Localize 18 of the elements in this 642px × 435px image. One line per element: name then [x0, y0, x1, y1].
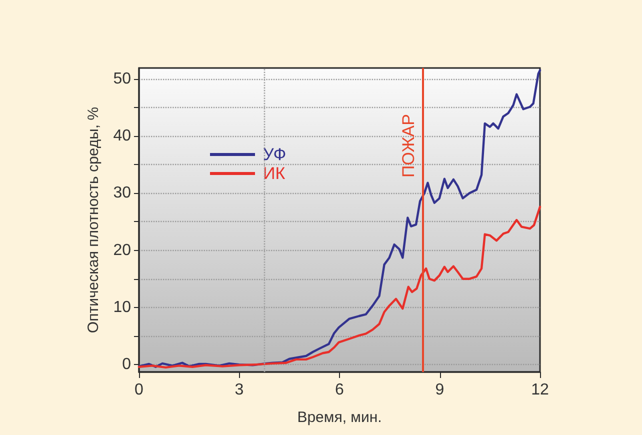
x-tick-label: 0 — [134, 382, 144, 398]
legend-label: ИК — [263, 164, 286, 183]
line-series — [138, 69, 542, 368]
y-axis-title: Оптическая плотность среды, % — [85, 106, 102, 334]
y-tick-label: 0 — [122, 356, 132, 374]
y-tick-label: 30 — [113, 184, 132, 202]
y-tick-label: 10 — [113, 298, 132, 316]
legend-label: УФ — [263, 145, 286, 164]
y-tick-label: 20 — [113, 242, 132, 259]
x-tick-label: 3 — [234, 382, 244, 398]
x-axis-title: Время, мин. — [297, 409, 382, 426]
x-tick-label: 9 — [435, 382, 444, 398]
x-tick-label: 12 — [531, 382, 549, 398]
y-tick-label: 40 — [113, 128, 132, 144]
y-tick-label: 50 — [113, 70, 132, 88]
ref-line-label: ПОЖАР — [399, 114, 418, 178]
line-series — [138, 206, 542, 369]
x-tick-label: 6 — [335, 382, 344, 398]
